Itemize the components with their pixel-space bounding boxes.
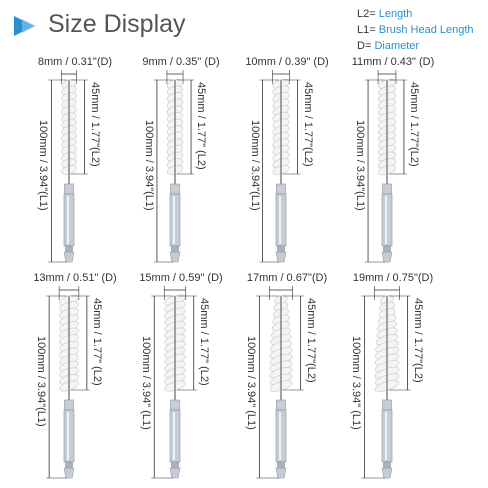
head-length-label: 45mm / 1.77"(L2) <box>411 298 424 383</box>
diameter-label: 17mm / 0.67"(D) <box>246 272 328 284</box>
shank-groove <box>171 245 179 253</box>
total-length-label: 100mm / 3.94"(L1) <box>142 120 155 211</box>
shank-groove <box>277 461 285 469</box>
shank-tip <box>275 251 287 263</box>
shank-tip <box>381 251 393 263</box>
head-length-label: 45mm / 1.77"(L2) <box>407 82 420 167</box>
brush-panel: 13mm / 0.51" (D) 100mm / 3.94"(L1) 45mm / … <box>14 272 136 487</box>
ferrule <box>276 399 286 411</box>
total-length-label: 100mm / 3.94" (L1) <box>140 336 153 430</box>
brush-panel: 15mm / 0.59" (D) 100mm / 3.94" (L1) 45mm /… <box>120 272 242 487</box>
brush-drawing <box>361 286 411 479</box>
brush-panel: 17mm / 0.67"(D) 100mm / 3.94" (L1) 45mm / … <box>226 272 348 487</box>
shank-tip <box>169 251 181 263</box>
head-length-label: 45mm / 1.77"(L2) <box>301 82 314 167</box>
brush-panel: 19mm / 0.75"(D) 100mm / 3.94" (L1) 45mm / … <box>332 272 454 487</box>
page-title: Size Display <box>48 10 186 38</box>
diameter-label: 10mm / 0.39" (D) <box>245 56 329 68</box>
brush-drawing <box>151 286 197 479</box>
total-length-label: 100mm / 3.94" (L1) <box>350 336 363 430</box>
diameter-label: 8mm / 0.31"(D) <box>37 56 113 68</box>
head-length-label: 45mm / 1.77"(L2) <box>88 82 101 167</box>
ferrule <box>170 183 180 195</box>
ferrule <box>382 183 392 195</box>
brush-drawing <box>48 70 88 263</box>
ferrule <box>276 183 286 195</box>
head-length-label: 45mm / 1.77"(L2) <box>304 298 317 383</box>
brush-panel: 9mm / 0.35" (D) 100mm / 3.94"(L1) 45mm / 1… <box>120 56 242 271</box>
diameter-label: 11mm / 0.43" (D) <box>351 56 435 68</box>
head-length-label: 45mm / 1.77" (L2) <box>195 82 208 170</box>
total-length-label: 100mm / 3.94"(L1) <box>37 120 50 211</box>
brush-drawing <box>365 70 407 263</box>
legend-item-length: L2= Length <box>357 8 413 20</box>
play-arrow-icon <box>14 16 36 36</box>
ferrule <box>382 399 392 411</box>
shank-groove <box>383 245 391 253</box>
total-length-label: 100mm / 3.94"(L1) <box>354 120 367 211</box>
brush-drawing <box>153 70 195 263</box>
diameter-label: 15mm / 0.59" (D) <box>139 272 223 284</box>
brush-panel: 8mm / 0.31"(D) 100mm / 3.94"(L1) 45mm / 1.… <box>14 56 136 271</box>
shank-tip <box>381 467 393 479</box>
brush-panel: 11mm / 0.43" (D) 100mm / 3.94"(L1) 45mm / … <box>332 56 454 271</box>
shank-groove <box>277 245 285 253</box>
head-length-label: 45mm / 1.77" (L2) <box>90 298 103 386</box>
ferrule <box>64 399 74 411</box>
shank-groove <box>171 461 179 469</box>
shank-tip <box>63 467 75 479</box>
shank-groove <box>65 461 73 469</box>
shank-groove <box>65 245 73 253</box>
ferrule <box>64 183 74 195</box>
brush-drawing <box>259 70 301 263</box>
legend-item-head-length: L1= Brush Head Length <box>357 24 474 36</box>
head-length-label: 45mm / 1.77" (L2) <box>197 298 210 386</box>
shank-tip <box>275 467 287 479</box>
ferrule <box>170 399 180 411</box>
diameter-label: 19mm / 0.75"(D) <box>352 272 434 284</box>
legend: L2= Length L1= Brush Head Length D= Diam… <box>357 6 474 54</box>
legend-item-diameter: D= Diameter <box>357 40 420 52</box>
shank-tip <box>63 251 75 263</box>
shank-groove <box>383 461 391 469</box>
brush-drawing <box>46 286 90 479</box>
brush-drawing <box>256 286 304 479</box>
shank-tip <box>169 467 181 479</box>
brush-panel: 10mm / 0.39" (D) 100mm / 3.94"(L1) 45mm / … <box>226 56 348 271</box>
total-length-label: 100mm / 3.94"(L1) <box>35 336 48 427</box>
total-length-label: 100mm / 3.94" (L1) <box>245 336 258 430</box>
total-length-label: 100mm / 3.94"(L1) <box>248 120 261 211</box>
diameter-label: 13mm / 0.51" (D) <box>33 272 117 284</box>
diameter-label: 9mm / 0.35" (D) <box>142 56 220 68</box>
